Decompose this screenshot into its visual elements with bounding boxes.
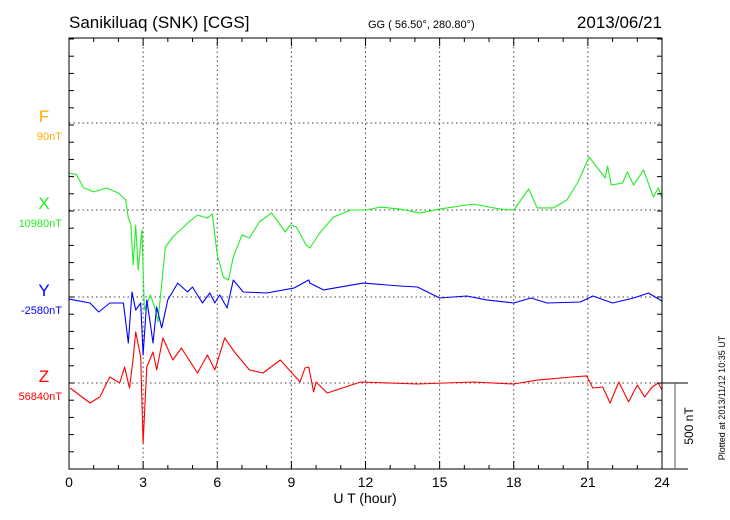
chart-subtitle: GG ( 56.50°, 280.80°) — [368, 19, 475, 31]
series-line-x — [68, 156, 663, 323]
x-tick-label: 18 — [506, 474, 522, 490]
series-line-y — [68, 279, 663, 356]
channel-name-x: X — [38, 194, 49, 213]
axis-ticks: 0 3 6 9 12 15 18 21 24 — [65, 38, 670, 490]
x-tick-label: 0 — [65, 474, 73, 490]
series-line-z — [69, 331, 663, 444]
chart-title: Sanikiluaq (SNK) [CGS] — [69, 13, 249, 32]
baseline-value-x: 10980nT — [19, 218, 63, 230]
chart-date: 2013/06/21 — [577, 13, 662, 32]
x-tick-label: 6 — [213, 474, 221, 490]
x-tick-label: 3 — [139, 474, 147, 490]
x-tick-label: 21 — [580, 474, 596, 490]
plot-frame — [68, 37, 663, 470]
x-axis-label: U T (hour) — [333, 490, 396, 506]
plotted-at-footer: Plotted at 2013/11/12 10:35 UT — [717, 335, 727, 460]
channel-name-z: Z — [39, 367, 49, 386]
series-lines — [68, 156, 663, 444]
x-tick-label: 24 — [654, 474, 670, 490]
channel-name-y: Y — [38, 281, 49, 300]
x-tick-label: 15 — [432, 474, 448, 490]
x-tick-label: 9 — [287, 474, 295, 490]
scale-bar: 500 nT — [662, 382, 696, 470]
scale-label: 500 nT — [682, 407, 696, 445]
baseline-value-f: 90nT — [37, 131, 62, 143]
grid — [69, 38, 662, 469]
baseline-value-z: 56840nT — [19, 391, 63, 403]
x-tick-label: 12 — [358, 474, 374, 490]
baseline-value-y: -2580nT — [21, 305, 62, 317]
channel-name-f: F — [39, 107, 49, 126]
channel-labels: F 90nT X 10980nT Y -2580nT Z 56840nT — [19, 107, 63, 403]
